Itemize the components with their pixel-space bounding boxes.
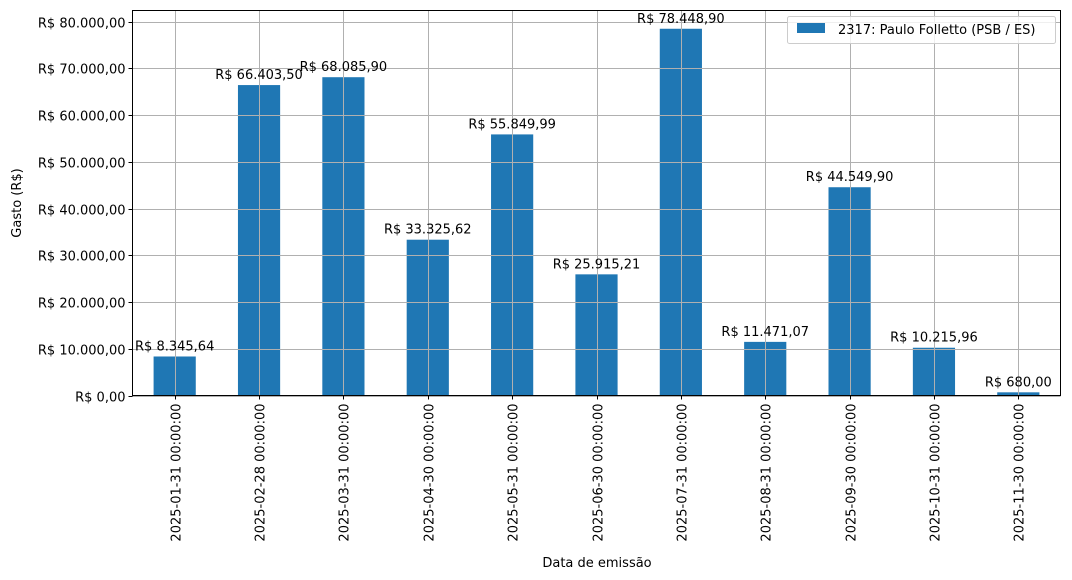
y-axis-label: Gasto (R$): [10, 168, 25, 237]
x-tick-label: 2025-05-31 00:00:00: [507, 404, 522, 542]
x-tick-label: 2025-10-31 00:00:00: [929, 404, 944, 542]
bar-value-label: R$ 66.403,50: [215, 68, 303, 83]
legend: 2317: Paulo Folletto (PSB / ES): [787, 16, 1056, 44]
x-tick-label: 2025-07-31 00:00:00: [676, 404, 691, 542]
y-tick-label: R$ 50.000,00: [38, 157, 126, 172]
bar: [828, 187, 871, 396]
y-tick-label: R$ 30.000,00: [38, 250, 126, 265]
y-tick-label: R$ 80.000,00: [38, 17, 126, 32]
x-axis-label: Data de emissão: [542, 556, 651, 571]
bar-value-labels: R$ 8.345,64 R$ 66.403,50R$ 68.085,90 R$ 33…: [135, 12, 1052, 391]
y-tick-label: R$ 60.000,00: [38, 110, 126, 125]
bar: [575, 274, 618, 396]
bar: [153, 356, 196, 396]
x-tick-label: 2025-01-31 00:00:00: [170, 404, 185, 542]
x-tick-label: 2025-03-31 00:00:00: [338, 404, 353, 542]
y-tick-label: R$ 40.000,00: [38, 204, 126, 219]
legend-label: 2317: Paulo Folletto (PSB / ES): [838, 23, 1036, 38]
x-tick-label: 2025-09-30 00:00:00: [845, 404, 860, 542]
y-tick-label: R$ 70.000,00: [38, 63, 126, 78]
x-axis: 2025-01-31 00:00:00 2025-02-28 00:00:00 20…: [170, 395, 1028, 542]
y-axis: R$ 0,00 R$ 10.000,00 R$ 20.000,00 R$ 30.000…: [38, 17, 133, 406]
x-tick-label: 2025-04-30 00:00:00: [423, 404, 438, 542]
bar-value-label: R$ 55.849,99: [468, 117, 556, 132]
bar-value-label: R$ 8.345,64: [135, 339, 214, 354]
bar: [659, 28, 702, 396]
bar-value-label: R$ 44.549,90: [806, 170, 894, 185]
bar-value-label: R$ 68.085,90: [300, 60, 388, 75]
grid-lines: [132, 10, 1061, 397]
bar: [912, 347, 956, 396]
bar-value-label: R$ 680,00: [985, 375, 1052, 390]
x-tick-label: 2025-08-31 00:00:00: [760, 404, 775, 542]
bar-value-label: R$ 25.915,21: [553, 257, 641, 272]
bar-value-label: R$ 11.471,07: [721, 325, 809, 340]
x-tick-label: 2025-11-30 00:00:00: [1013, 404, 1028, 542]
bar-value-label: R$ 78.448,90: [637, 12, 725, 27]
bar: [406, 239, 449, 396]
legend-box: [787, 16, 1056, 44]
plot-frame: [132, 10, 1061, 396]
x-tick-label: 2025-02-28 00:00:00: [254, 404, 269, 542]
bar-value-label: R$ 33.325,62: [384, 223, 472, 238]
y-tick-label: R$ 10.000,00: [38, 344, 126, 359]
legend-swatch: [797, 23, 825, 33]
x-tick-label: 2025-06-30 00:00:00: [592, 404, 607, 542]
y-tick-label: R$ 20.000,00: [38, 297, 126, 312]
y-tick-label: R$ 0,00: [75, 391, 125, 406]
bar-value-label: R$ 10.215,96: [890, 331, 978, 346]
